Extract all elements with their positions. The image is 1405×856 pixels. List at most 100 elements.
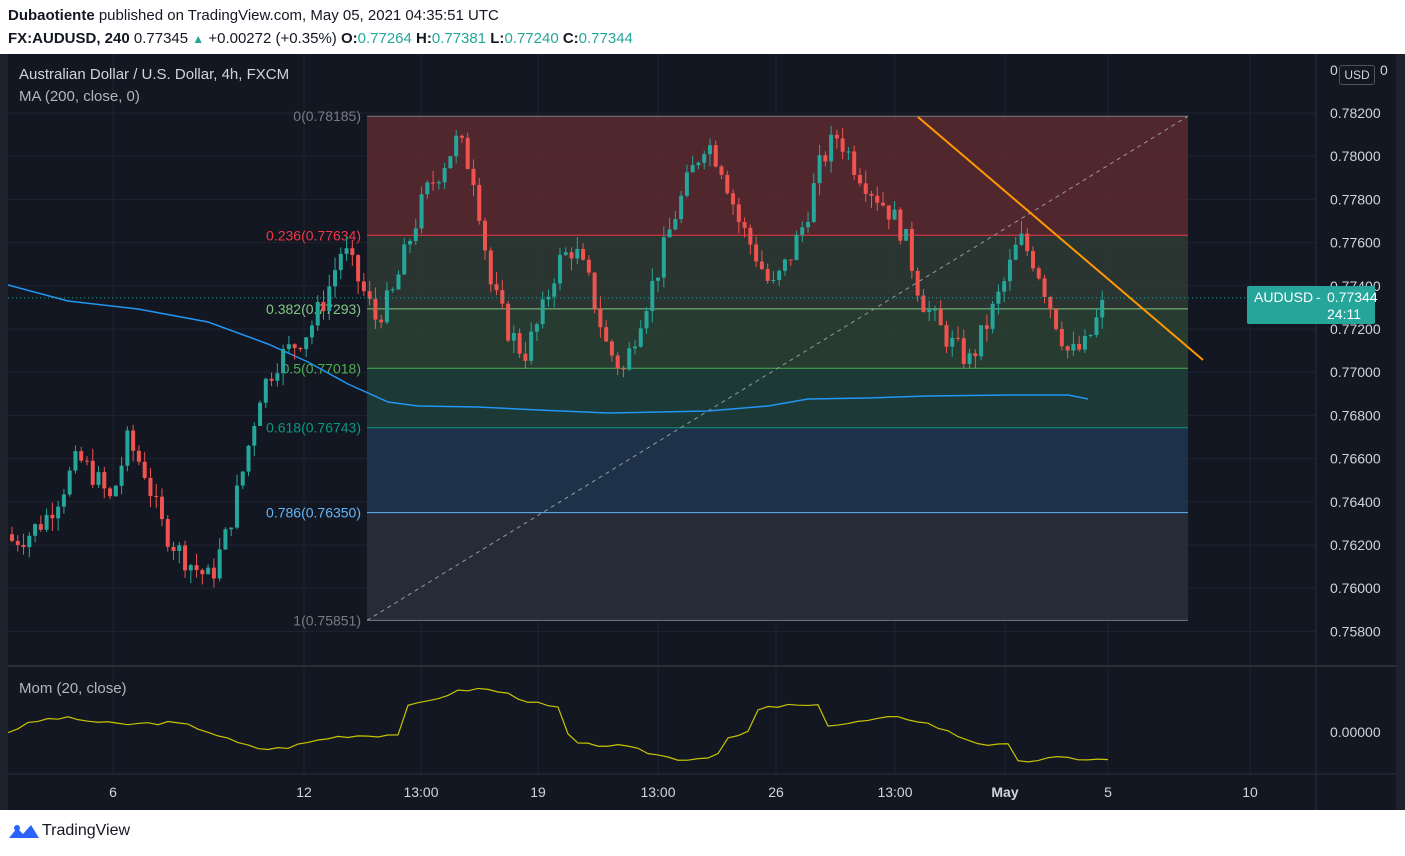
candle-body (777, 270, 782, 280)
candle-body (817, 155, 822, 184)
candle-body (454, 135, 459, 157)
fib-level-label: 0.618(0.76743) (266, 420, 361, 436)
candle-body (61, 494, 66, 507)
candle-body (1088, 334, 1093, 337)
candle-body (575, 248, 580, 259)
candle-body (108, 488, 113, 497)
candle-body (904, 228, 909, 241)
candle-body (15, 540, 20, 546)
currency-button[interactable]: USD (1339, 65, 1375, 85)
candle-body (327, 286, 332, 312)
candle-body (234, 485, 239, 528)
momentum-axis-label: 0.00000 (1330, 724, 1381, 740)
candle-body (459, 135, 464, 138)
author-name[interactable]: Dubaotiente (8, 7, 95, 24)
candle-body (200, 569, 205, 575)
price-axis-label: 0.77200 (1330, 321, 1381, 337)
candle-body (477, 184, 482, 221)
candle-body (956, 337, 961, 339)
candle-body (782, 259, 787, 271)
candle-body (1054, 309, 1059, 330)
candle-body (581, 248, 586, 260)
candle-body (56, 506, 61, 519)
candle-body (719, 166, 724, 175)
candle-body (742, 222, 747, 228)
candle-body (881, 202, 886, 206)
time-axis-label: 12 (296, 784, 312, 800)
candle-body (483, 220, 488, 251)
time-axis-label: 6 (109, 784, 117, 800)
candle-body (413, 228, 418, 241)
candle-body (10, 534, 14, 541)
footer-bar (0, 810, 1405, 856)
candle-body (44, 514, 49, 530)
candle-body (990, 303, 995, 329)
tradingview-brand[interactable]: TradingView (42, 822, 131, 839)
candle-body (50, 514, 55, 519)
close-label: C: (562, 30, 579, 47)
candle-body (188, 565, 193, 571)
candle-body (1077, 343, 1082, 350)
tradingview-logo-icon[interactable] (8, 822, 40, 842)
candle-body (292, 344, 297, 349)
candle-body (356, 255, 361, 282)
time-axis-label: 10 (1242, 784, 1258, 800)
candle-body (909, 228, 914, 271)
candle-body (1007, 259, 1012, 282)
price-axis-label: 0.76600 (1330, 451, 1381, 467)
candle-body (869, 193, 874, 196)
candle-body (598, 308, 603, 328)
candle-body (511, 333, 516, 341)
candle-body (944, 325, 949, 347)
candle-body (592, 272, 597, 309)
momentum-line (8, 687, 1109, 763)
price-change: +0.00272 (+0.35%) (208, 30, 337, 47)
candle-body (488, 250, 493, 285)
candle-body (84, 460, 89, 462)
candle-body (309, 325, 314, 338)
candle-body (171, 546, 176, 551)
candle-body (863, 183, 868, 194)
low-label: L: (490, 30, 505, 47)
price-axis-label: 0.76400 (1330, 494, 1381, 510)
candle-body (875, 195, 880, 203)
chart-title: Australian Dollar / U.S. Dollar, 4h, FXC… (19, 66, 290, 83)
time-axis-label: May (991, 784, 1018, 800)
price-chart[interactable]: 0(0.78185) 0.236(0.77634) 0.382(0.77293) 0.… (8, 54, 1396, 810)
candle-body (402, 244, 407, 275)
candle-body (811, 183, 816, 223)
candle-body (217, 549, 222, 579)
candle-body (350, 248, 355, 256)
price-axis-label: 0.77600 (1330, 235, 1381, 251)
trendline[interactable] (917, 116, 1204, 361)
candle-body (892, 209, 897, 220)
candle-body (725, 174, 730, 194)
momentum-legend[interactable]: Mom (20, close) (19, 680, 127, 697)
candle-body (240, 471, 245, 486)
candle-body (765, 268, 770, 281)
candle-body (373, 298, 378, 320)
candle-body (1042, 278, 1047, 297)
ma-legend[interactable]: MA (200, close, 0) (19, 88, 140, 105)
candle-body (840, 138, 845, 152)
candle-body (465, 137, 470, 169)
candle-body (361, 281, 366, 292)
candle-body (771, 279, 776, 281)
candle-body (690, 165, 695, 173)
candle-body (281, 348, 286, 374)
candle-body (436, 182, 441, 184)
candle-body (1059, 329, 1064, 347)
candle-body (344, 248, 349, 254)
price-axis-label: 0.76200 (1330, 537, 1381, 553)
candle-body (609, 341, 614, 356)
candle-body (338, 253, 343, 271)
candle-body (523, 353, 528, 361)
time-axis-label: 26 (768, 784, 784, 800)
candle-body (713, 145, 718, 167)
candle-body (379, 319, 384, 323)
candle-body (627, 348, 632, 370)
chart-area[interactable]: 0(0.78185) 0.236(0.77634) 0.382(0.77293) 0.… (8, 54, 1396, 810)
candle-body (1094, 317, 1099, 335)
candle-body (1025, 233, 1030, 252)
candle-body (223, 529, 228, 550)
